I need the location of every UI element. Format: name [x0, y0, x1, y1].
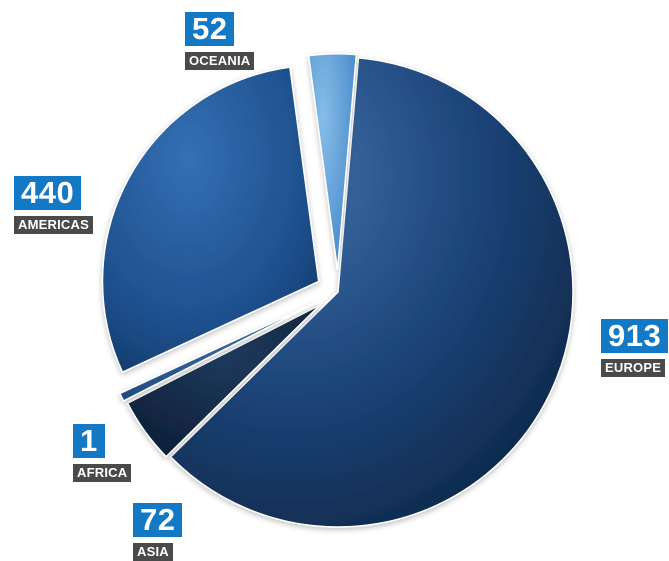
callout-oceania: 52 OCEANIA: [185, 12, 255, 70]
asia-value-label: 72: [133, 503, 183, 537]
americas-name-label: AMERICAS: [14, 216, 93, 234]
pie-slice-asia: [126, 304, 321, 458]
pie-slice-oceania: [307, 53, 358, 271]
europe-name-label: EUROPE: [601, 359, 666, 377]
africa-value-label: 1: [73, 424, 105, 458]
oceania-name-label: OCEANIA: [185, 52, 255, 70]
callout-asia: 72 ASIA: [133, 503, 183, 561]
pie-slice-africa: [118, 300, 319, 402]
asia-name-label: ASIA: [133, 543, 173, 561]
americas-value-label: 440: [14, 176, 82, 210]
europe-value-label: 913: [601, 319, 669, 353]
africa-name-label: AFRICA: [73, 464, 132, 482]
callout-americas: 440 AMERICAS: [14, 176, 93, 234]
pie-slices: [101, 53, 574, 528]
callout-europe: 913 EUROPE: [601, 319, 669, 377]
pie-slice-americas: [101, 66, 320, 374]
callout-africa: 1 AFRICA: [73, 424, 132, 482]
oceania-value-label: 52: [185, 12, 235, 46]
pie-slice-europe: [169, 57, 574, 528]
